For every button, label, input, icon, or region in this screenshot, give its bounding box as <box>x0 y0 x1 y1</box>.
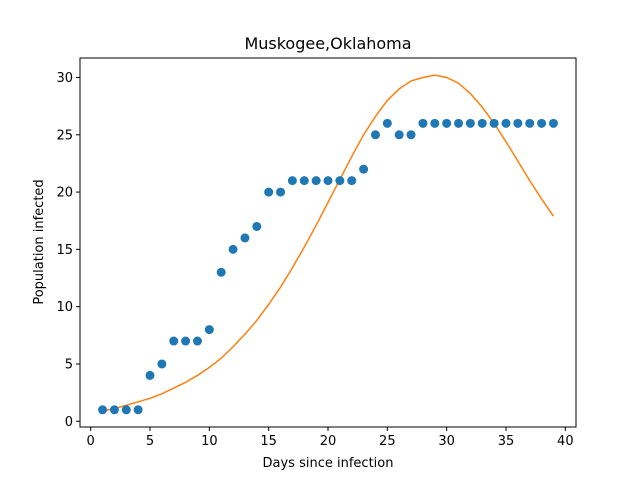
plot-area <box>98 74 558 415</box>
data-point <box>323 176 333 186</box>
x-axis-label: Days since infection <box>263 456 394 471</box>
data-point <box>121 405 131 415</box>
y-tick-label: 15 <box>56 243 73 258</box>
data-point <box>98 405 108 415</box>
plot-frame <box>79 57 577 428</box>
data-point <box>525 118 535 128</box>
x-tick-label: 30 <box>438 434 455 449</box>
data-point <box>418 118 428 128</box>
y-tick-label: 0 <box>65 415 73 430</box>
data-point <box>442 118 452 128</box>
data-point <box>335 176 345 186</box>
data-point <box>359 164 369 174</box>
fitted-curve-line <box>102 74 555 412</box>
data-point <box>169 336 179 346</box>
data-point <box>382 118 392 128</box>
data-point <box>252 221 262 231</box>
y-tick-label: 20 <box>56 186 73 201</box>
data-point <box>430 118 440 128</box>
data-point <box>299 176 309 186</box>
data-point <box>537 118 547 128</box>
x-tick-label: 10 <box>201 434 218 449</box>
data-point <box>264 187 274 197</box>
data-point <box>370 130 380 140</box>
x-tick-label: 25 <box>379 434 396 449</box>
data-point <box>228 244 238 254</box>
x-tick-label: 5 <box>146 434 154 449</box>
data-point <box>240 233 250 243</box>
data-point <box>181 336 191 346</box>
y-axis: 0 5 10 15 20 25 30 <box>56 71 80 430</box>
chart-title: Muskogee,Oklahoma <box>244 34 411 53</box>
data-point <box>216 267 226 277</box>
data-point <box>489 118 499 128</box>
data-point <box>513 118 523 128</box>
y-tick-label: 10 <box>56 300 73 315</box>
data-point <box>394 130 404 140</box>
data-point <box>548 118 558 128</box>
y-tick-label: 25 <box>56 128 73 143</box>
data-point <box>133 405 143 415</box>
x-tick-label: 40 <box>557 434 574 449</box>
y-axis-label: Population infected <box>32 179 47 304</box>
y-tick-label: 30 <box>56 71 73 86</box>
data-point <box>287 176 297 186</box>
data-point <box>311 176 321 186</box>
data-point <box>477 118 487 128</box>
x-tick-label: 0 <box>87 434 95 449</box>
data-point <box>454 118 464 128</box>
data-point <box>465 118 475 128</box>
data-point <box>276 187 286 197</box>
data-point <box>406 130 416 140</box>
data-point <box>192 336 202 346</box>
y-tick-label: 5 <box>65 357 73 372</box>
data-point <box>145 370 155 380</box>
data-point <box>204 325 214 335</box>
data-point <box>157 359 167 369</box>
data-point <box>501 118 511 128</box>
data-point <box>109 405 119 415</box>
x-tick-label: 35 <box>498 434 515 449</box>
x-tick-label: 15 <box>260 434 277 449</box>
x-axis: 0 5 10 15 20 25 30 35 40 <box>87 427 574 449</box>
x-tick-label: 20 <box>320 434 337 449</box>
data-point <box>347 176 357 186</box>
